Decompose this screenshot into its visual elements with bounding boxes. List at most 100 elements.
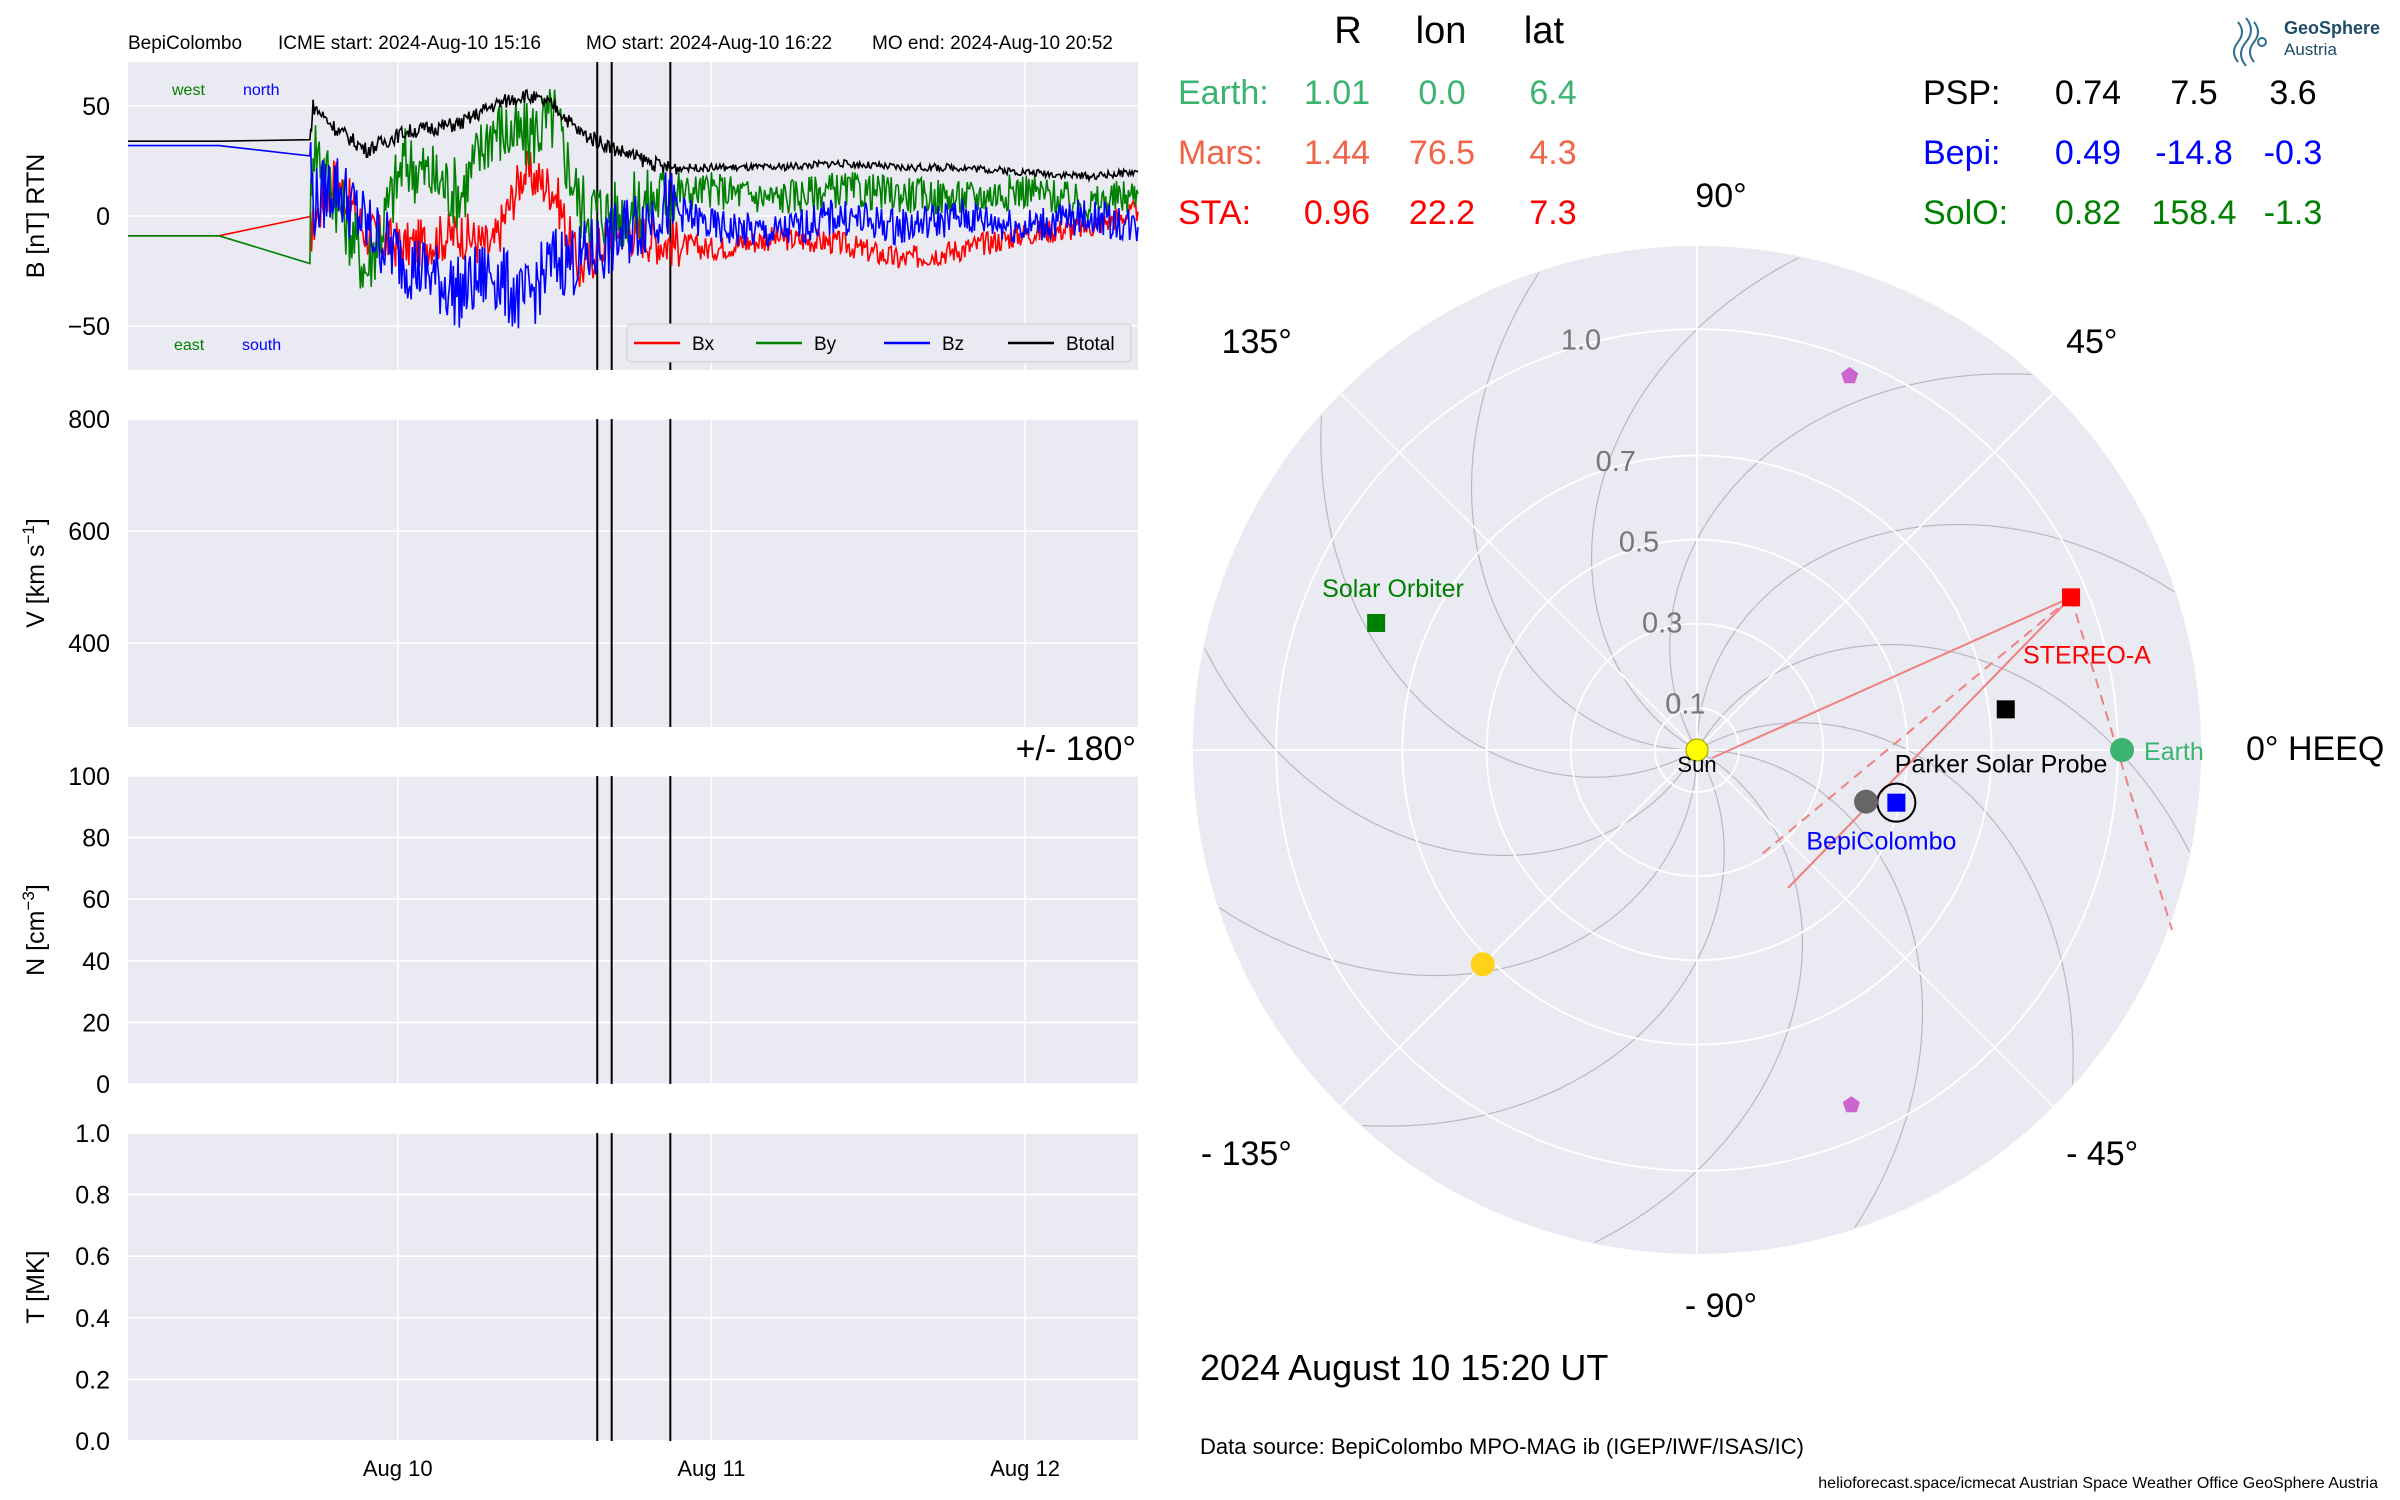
y-tick-label: 60	[82, 886, 110, 914]
object-1-marker	[1841, 366, 1859, 384]
parker-solar-probe-marker	[1996, 700, 2015, 719]
angle-label: 0° HEEQ	[2246, 730, 2384, 768]
y-axis-label: N [cm−3]	[19, 884, 50, 976]
table-lon-value: -14.8	[2155, 134, 2233, 172]
table-lon-value: 158.4	[2151, 194, 2236, 232]
parker-spiral-line	[1594, 750, 1803, 1243]
mercury-marker	[1854, 789, 1879, 814]
bepicolombo-marker	[1887, 793, 1906, 812]
table-lat-value: 3.6	[2269, 74, 2316, 112]
angle-label: 135°	[1222, 323, 1292, 361]
logo-name: GeoSphere	[2284, 18, 2380, 38]
radial-tick-label: 1.0	[1561, 324, 1601, 356]
table-r-value: 1.44	[1304, 134, 1370, 172]
y-tick-label: 1.0	[75, 1120, 110, 1148]
parker-spiral-line	[1362, 751, 1725, 1127]
table-header-r: R	[1334, 10, 1361, 52]
parker-spiral-line	[1204, 647, 1697, 856]
table-name: Mars:	[1178, 134, 1263, 172]
x-tick-label: Aug 10	[363, 1456, 433, 1481]
parker-spiral-line	[1219, 752, 1698, 977]
parker-spiral-line	[1669, 373, 2032, 749]
legend-label-btotal: Btotal	[1066, 334, 1115, 355]
table-header-lat: lat	[1524, 10, 1565, 52]
stereo-a-fov-line	[1787, 596, 2072, 889]
y-tick-label: 0.0	[75, 1428, 110, 1456]
y-tick-label: 0.4	[75, 1305, 110, 1333]
sun-marker	[1685, 738, 1709, 762]
y-tick-label: 400	[68, 630, 110, 658]
angle-label: 90°	[1695, 177, 1746, 215]
logo-mark-icon	[2233, 17, 2267, 67]
venus-marker	[1470, 952, 1495, 977]
series-btotal-line	[128, 88, 1139, 183]
stereo-a-label: STEREO-A	[2023, 641, 2151, 669]
y-axis-label-end: ]	[22, 518, 50, 525]
x-tick-label: Aug 11	[677, 1456, 745, 1481]
parker-spiral-line	[1320, 415, 1696, 778]
table-lon-value: 0.0	[1418, 74, 1465, 112]
table-lat-value: -0.3	[2264, 134, 2323, 172]
parker-spiral-line	[1699, 749, 1924, 1228]
panel-2: 800 600 400 V [km s−1]	[19, 406, 1138, 727]
parker-spiral-line	[1470, 272, 1695, 751]
legend-label-by: By	[814, 334, 837, 355]
annotation-south: south	[242, 337, 281, 354]
table-r-value: 1.01	[1304, 74, 1370, 112]
y-tick-label: 0	[96, 203, 110, 231]
legend: Bx By Bz Btotal	[626, 323, 1132, 363]
earth-marker	[2110, 738, 2135, 762]
mo-start-label: MO start: 2024-Aug-10 16:22	[586, 33, 832, 54]
angle-label: - 90°	[1685, 1287, 1757, 1325]
stereo-a-marker	[2062, 588, 2081, 607]
y-axis-label-main: N [cm	[22, 911, 50, 976]
radial-tick-label: 0.3	[1642, 608, 1682, 640]
table-r-value: 0.49	[2055, 134, 2121, 172]
y-axis-label-main: T [MK]	[22, 1250, 50, 1323]
table-lon-value: 22.2	[1409, 194, 1475, 232]
stereo-a-fov-line	[1711, 596, 2072, 759]
radial-tick-label: 0.1	[1665, 689, 1705, 721]
y-tick-label: 80	[82, 825, 110, 853]
x-tick-label: Aug 12	[990, 1456, 1060, 1481]
y-tick-label: −50	[68, 313, 110, 341]
date-label: 2024 August 10 15:20 UT	[1200, 1347, 1608, 1388]
y-tick-label: 0.2	[75, 1366, 110, 1394]
table-header-lon: lon	[1416, 10, 1467, 52]
y-axis-label-end: ]	[22, 884, 50, 891]
y-axis-label: V [km s−1]	[19, 518, 50, 628]
panel-background	[128, 776, 1138, 1084]
y-axis-label: B [nT] RTN	[22, 154, 50, 279]
y-tick-label: 0.8	[75, 1182, 110, 1210]
table-name: Bepi:	[1923, 134, 2001, 172]
panel-4: 1.0 0.8 0.6 0.4 0.2 0.0 T [MK]	[22, 1120, 1138, 1456]
parker-spiral-line	[1698, 722, 2074, 1085]
solar-orbiter-marker	[1367, 613, 1386, 632]
table-lat-value: 6.4	[1529, 74, 1576, 112]
parker-spiral-line	[1591, 257, 1800, 750]
table-lat-value: 7.3	[1529, 194, 1576, 232]
table-name: PSP:	[1923, 74, 2000, 112]
radial-tick-label: 0.7	[1596, 446, 1636, 478]
series-bx-line	[128, 150, 1139, 287]
parker-solar-probe-label: Parker Solar Probe	[1895, 750, 2108, 778]
mo-end-label: MO end: 2024-Aug-10 20:52	[872, 33, 1113, 54]
table-lon-value: 76.5	[1409, 134, 1475, 172]
y-axis-label-exponent: −1	[19, 525, 38, 544]
series-bz-line	[128, 142, 1139, 329]
earth-label: Earth	[2144, 738, 2204, 766]
y-axis-label-main: V [km s	[22, 545, 50, 628]
credits-label: helioforecast.space/icmecat Austrian Spa…	[1818, 1475, 2378, 1492]
table-r-value: 0.74	[2055, 74, 2121, 112]
y-tick-label: 800	[68, 406, 110, 434]
y-tick-label: 100	[68, 763, 110, 791]
y-axis-label: T [MK]	[22, 1250, 50, 1323]
object-2-marker	[1842, 1096, 1860, 1113]
stereo-a-fov-line	[2070, 597, 2173, 931]
parker-spiral-line	[1696, 523, 2175, 748]
table-lat-value: -1.3	[2264, 194, 2323, 232]
series-by-line	[128, 89, 1139, 289]
angle-label: - 45°	[2066, 1135, 2138, 1173]
